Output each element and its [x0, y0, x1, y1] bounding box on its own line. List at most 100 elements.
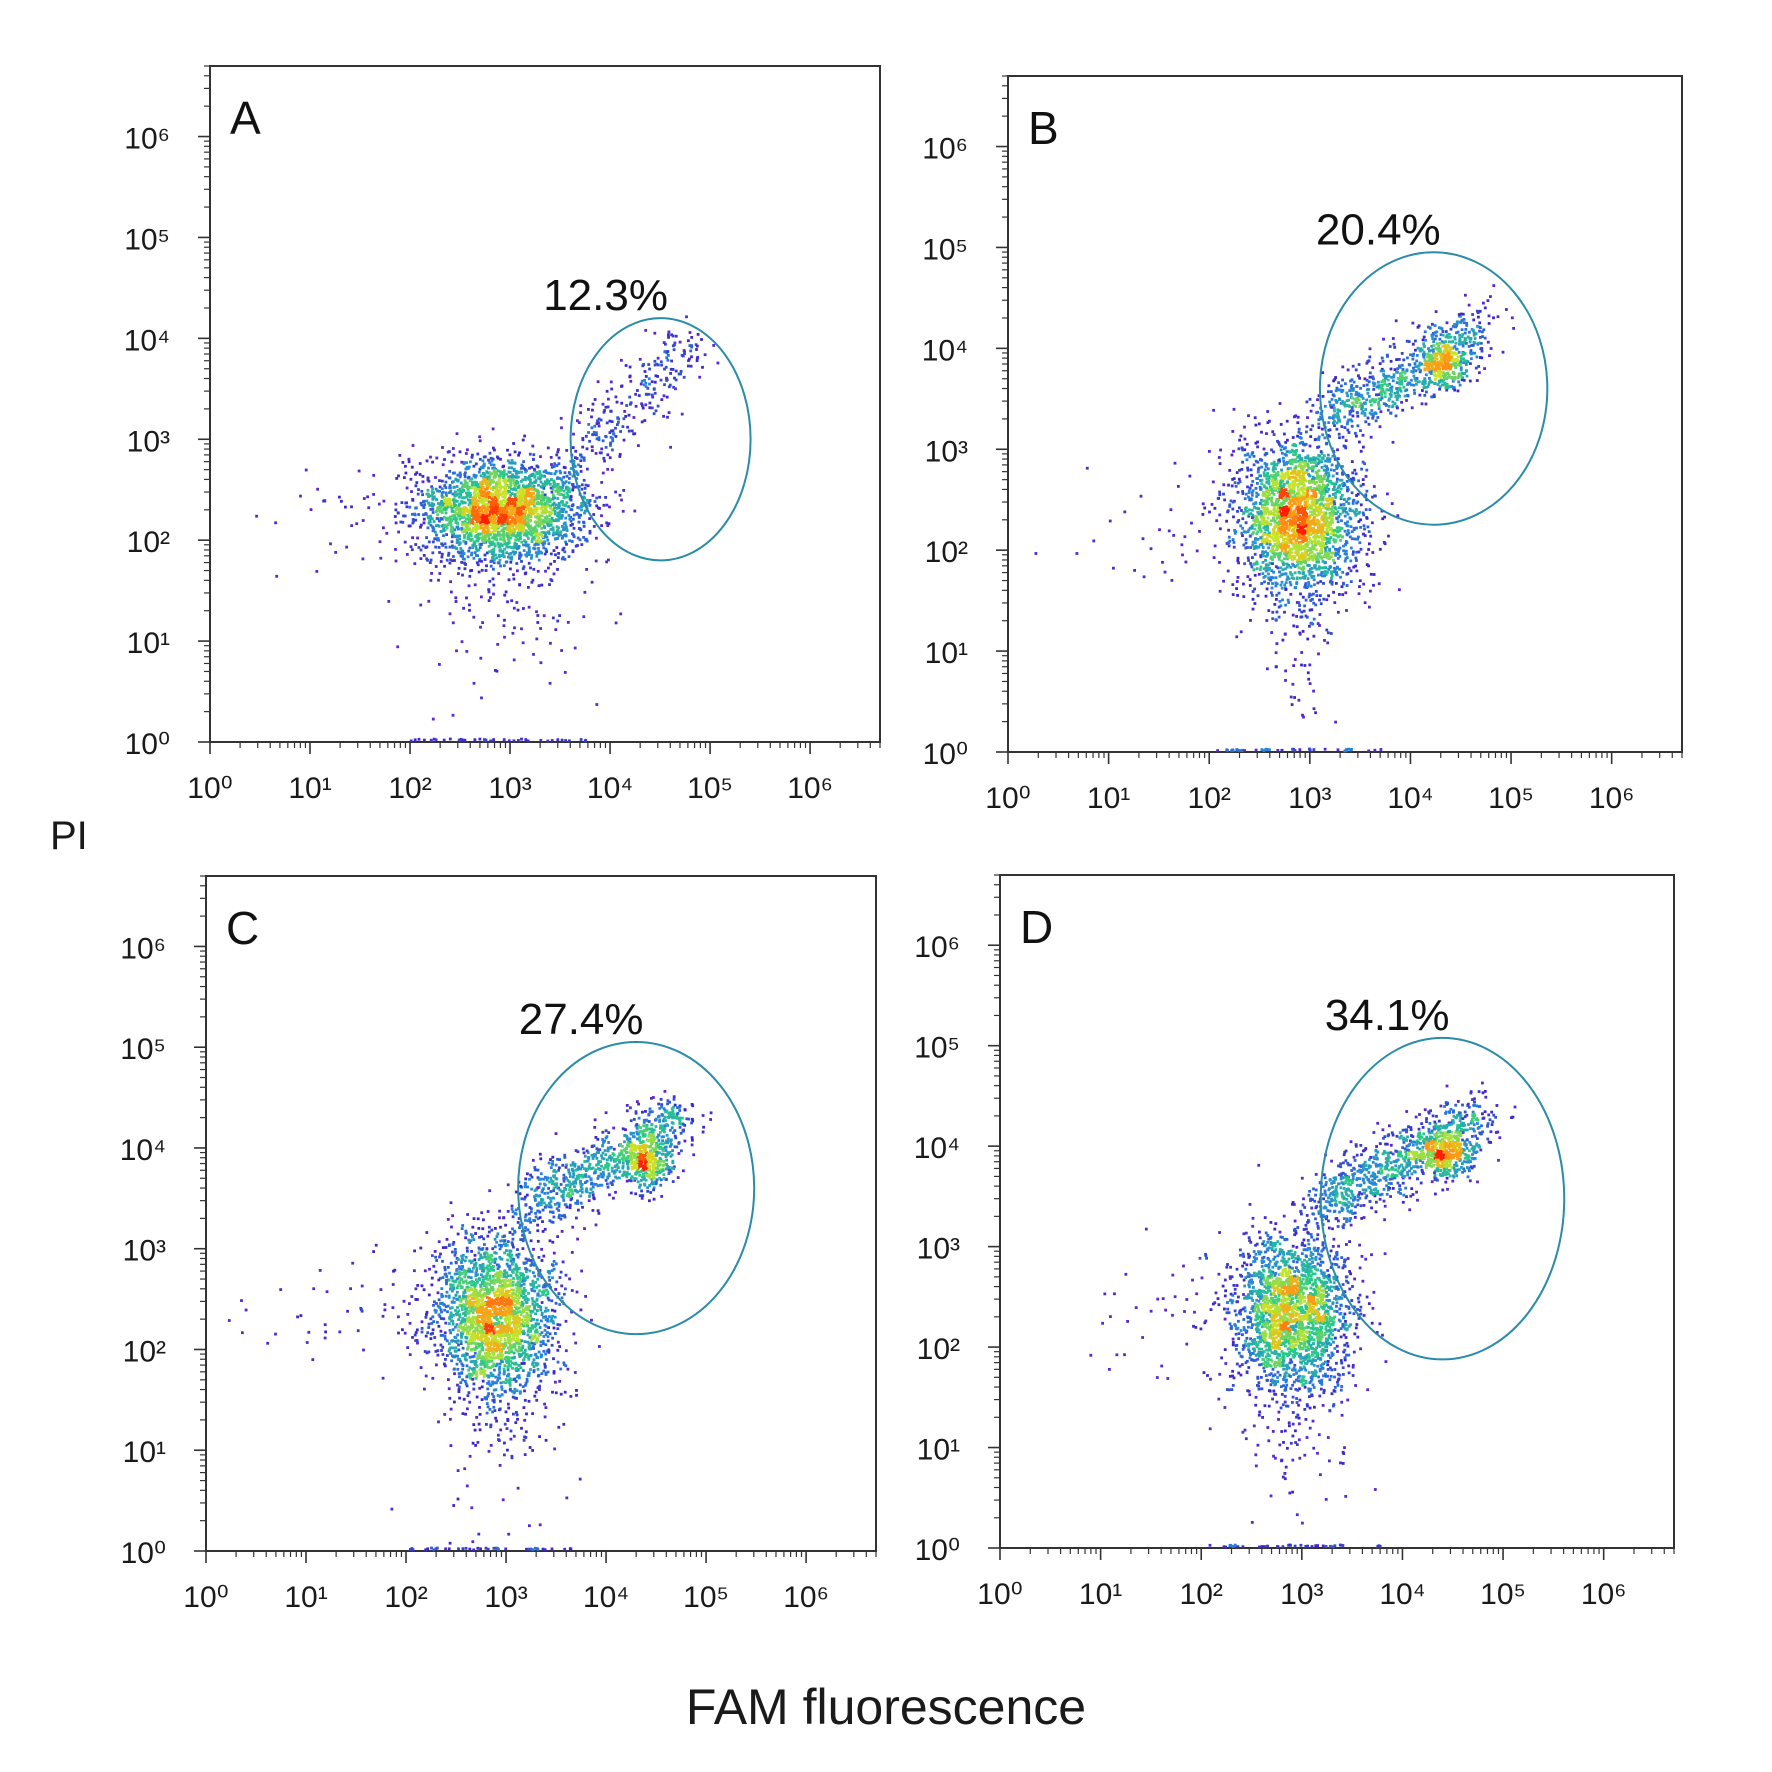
event-dot: [611, 437, 614, 440]
event-dot: [503, 481, 507, 484]
event-dot: [509, 493, 513, 497]
event-dot: [640, 420, 644, 424]
event-dot: [1387, 534, 1390, 538]
event-dot: [274, 521, 277, 525]
event-dot: [438, 663, 441, 666]
event-dot: [468, 533, 471, 537]
event-dot: [491, 493, 495, 496]
event-dot: [467, 520, 471, 523]
event-dot: [445, 474, 448, 477]
event-dot: [440, 542, 444, 546]
event-dot: [1398, 588, 1401, 592]
event-dot: [515, 515, 519, 518]
event-dot: [420, 489, 424, 493]
event-dot: [454, 508, 458, 511]
event-dot: [560, 426, 563, 430]
event-dot: [523, 514, 527, 518]
event-dot: [1339, 539, 1342, 542]
event-dot: [1289, 565, 1293, 569]
event-dot: [477, 512, 481, 516]
event-dot: [591, 402, 595, 406]
event-dot: [441, 544, 445, 547]
event-dot: [1304, 614, 1308, 618]
event-dot: [415, 481, 419, 484]
event-dot: [536, 569, 540, 573]
event-dot: [1267, 572, 1270, 576]
event-dot: [1340, 585, 1344, 589]
event-dot: [1236, 520, 1240, 524]
event-dot: [545, 496, 549, 500]
event-dot: [539, 627, 542, 630]
event-dot: [1268, 485, 1272, 489]
event-dot: [409, 739, 413, 743]
event-dot: [361, 557, 365, 561]
event-dot: [607, 558, 610, 562]
event-dot: [378, 540, 382, 544]
event-dot: [1331, 488, 1335, 491]
event-dot: [518, 551, 522, 555]
event-dot: [533, 525, 537, 529]
event-dot: [434, 738, 438, 742]
event-dot: [1246, 556, 1250, 560]
event-dot: [489, 542, 493, 546]
event-dot: [528, 452, 532, 456]
event-dot: [494, 490, 497, 494]
event-dot: [422, 500, 425, 504]
event-dot: [564, 480, 568, 484]
event-dot: [520, 560, 523, 563]
event-dot: [481, 500, 484, 504]
event-dot: [476, 516, 480, 519]
event-dot: [479, 500, 483, 504]
event-dot: [527, 532, 530, 535]
event-dot: [470, 537, 474, 541]
event-dot: [475, 517, 478, 520]
event-dot: [1286, 469, 1290, 472]
event-dot: [485, 521, 489, 525]
event-dot: [515, 503, 519, 507]
event-dot: [521, 438, 525, 442]
event-dot: [459, 551, 463, 555]
event-dot: [488, 451, 492, 455]
event-dot: [653, 391, 657, 395]
event-dot: [483, 739, 487, 742]
event-dot: [1344, 549, 1348, 553]
event-dot: [556, 619, 560, 623]
event-dot: [573, 464, 576, 468]
event-dot: [499, 519, 503, 522]
y-tick-label: 10⁰: [125, 728, 170, 761]
event-dot: [1257, 422, 1261, 426]
event-dot: [483, 518, 487, 522]
event-dot: [530, 496, 534, 500]
event-dot: [656, 404, 660, 408]
event-dot: [519, 531, 523, 535]
event-dot: [500, 521, 503, 525]
event-dot: [546, 739, 550, 743]
event-dot: [595, 431, 598, 435]
event-dot: [503, 494, 507, 498]
event-dot: [491, 496, 495, 500]
event-dot: [1269, 557, 1273, 560]
event-dot: [1277, 591, 1281, 595]
event-dot: [462, 500, 466, 504]
event-dot: [536, 493, 540, 497]
event-dot: [587, 408, 590, 411]
event-dot: [484, 534, 487, 537]
event-dot: [574, 456, 577, 459]
event-dot: [628, 374, 632, 378]
event-dot: [542, 525, 546, 528]
event-dot: [549, 523, 553, 527]
event-dot: [520, 467, 523, 470]
event-dot: [558, 477, 562, 480]
event-dot: [680, 353, 684, 357]
event-dot: [552, 549, 556, 552]
event-dot: [539, 518, 543, 522]
event-dot: [580, 487, 584, 491]
event-dot: [553, 472, 557, 476]
event-dot: [482, 500, 486, 503]
event-dot: [546, 503, 550, 507]
event-dot: [514, 498, 518, 502]
event-dot: [485, 514, 488, 518]
event-dot: [577, 520, 581, 524]
event-dot: [432, 520, 436, 523]
event-dot: [495, 517, 498, 520]
